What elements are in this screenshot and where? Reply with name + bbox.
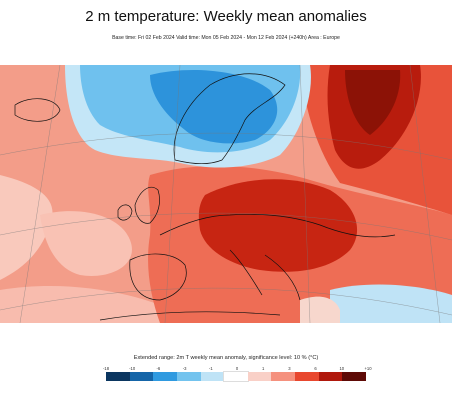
cold-zone-southeast bbox=[330, 284, 452, 323]
legend-title: Extended range: 2m T weekly mean anomaly… bbox=[133, 355, 319, 361]
scandinavia-coastline bbox=[173, 73, 286, 165]
iberia-coastline bbox=[129, 253, 187, 301]
legend-ticks: -18 -10 -6 -3 -1 0 1 3 6 10 +10 bbox=[102, 366, 372, 373]
legend-swatch bbox=[106, 372, 130, 381]
latitude-line bbox=[0, 287, 452, 316]
legend-tick-label: -10 bbox=[129, 366, 136, 371]
legend-swatch bbox=[247, 372, 272, 381]
chart-subtitle: Base time: Fri 02 Feb 2024 Valid time: M… bbox=[112, 35, 340, 41]
british-isles-coastline bbox=[134, 186, 160, 224]
legend-tick-label: 1 bbox=[262, 366, 265, 371]
legend-tick-label: 0 bbox=[235, 366, 239, 371]
anomaly-map bbox=[0, 65, 452, 323]
legend-swatch bbox=[223, 371, 249, 382]
longitude-line bbox=[164, 65, 181, 323]
extreme-warm-zone bbox=[345, 70, 401, 135]
coastlines bbox=[14, 73, 396, 321]
ireland-coastline bbox=[117, 204, 133, 221]
latitude-line bbox=[0, 132, 452, 161]
legend-tick-label: -3 bbox=[182, 366, 187, 371]
legend-swatch bbox=[200, 372, 225, 381]
neutral-zone-southeast bbox=[300, 296, 340, 323]
legend-swatch bbox=[295, 372, 319, 381]
light-anomaly-zone-west bbox=[0, 175, 53, 280]
legend-swatch bbox=[318, 372, 343, 381]
strong-warm-zone bbox=[198, 179, 358, 272]
legend-swatch bbox=[271, 372, 296, 381]
cold-zone-strong bbox=[150, 70, 278, 144]
legend-swatch bbox=[129, 372, 154, 381]
legend-swatch bbox=[342, 372, 367, 381]
legend-tick-label: 10 bbox=[339, 366, 345, 371]
north-africa-coastline bbox=[99, 311, 281, 321]
longitude-line bbox=[299, 65, 311, 323]
balkans-coastline bbox=[264, 254, 301, 301]
longitude-line bbox=[19, 65, 61, 323]
legend-swatch bbox=[176, 372, 201, 381]
latitude-line bbox=[0, 212, 452, 241]
chart-title: 2 m temperature: Weekly mean anomalies bbox=[85, 8, 367, 25]
graticule bbox=[0, 65, 452, 323]
iceland-coastline bbox=[14, 98, 61, 122]
legend-tick-label: -1 bbox=[208, 366, 213, 371]
legend-tick-label: -6 bbox=[156, 366, 161, 371]
light-anomaly-zone-atlantic bbox=[40, 211, 132, 276]
continent-coastline bbox=[159, 213, 396, 238]
legend-tick-label: 6 bbox=[314, 366, 317, 371]
legend-tick-label: 3 bbox=[288, 366, 291, 371]
legend-swatch bbox=[153, 372, 177, 381]
legend-colorbar bbox=[106, 371, 367, 382]
legend-tick-label: -18 bbox=[102, 366, 110, 371]
legend-tick-label: +10 bbox=[364, 366, 372, 371]
longitude-line bbox=[409, 65, 441, 323]
light-anomaly-zone-south bbox=[0, 285, 160, 323]
italy-coastline bbox=[229, 249, 263, 296]
